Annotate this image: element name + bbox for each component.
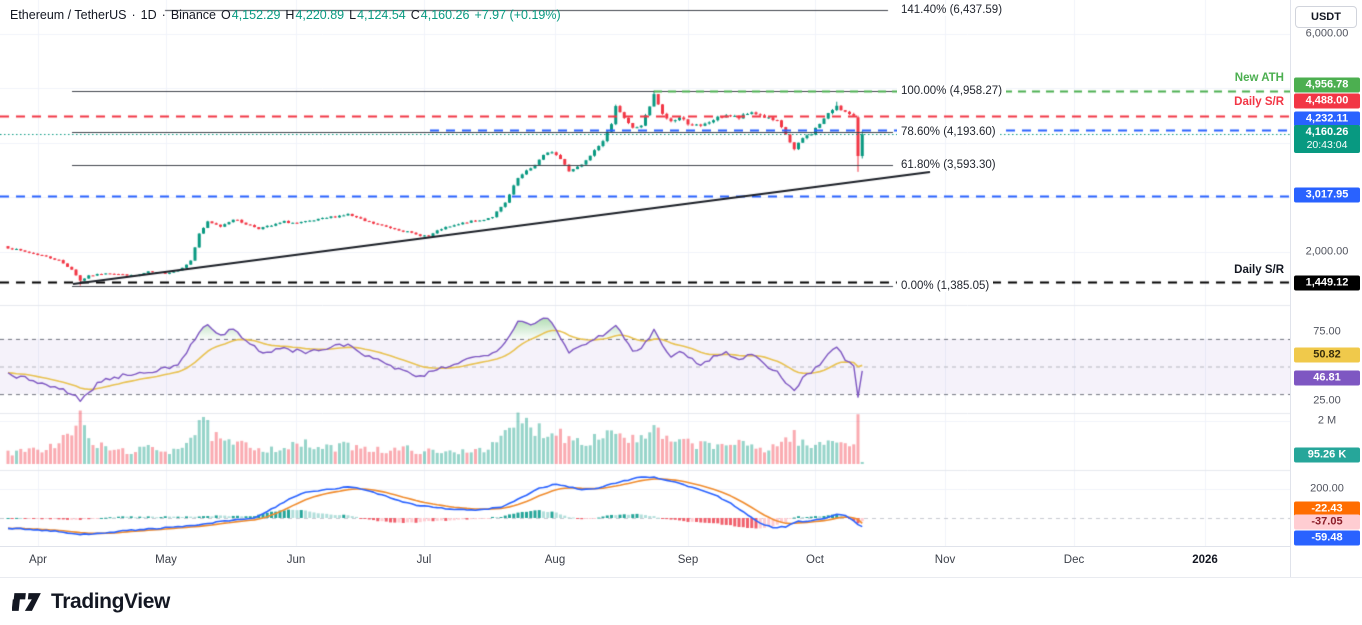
separator-dot: ·	[131, 8, 136, 22]
ohlc-high: H 4,220.89	[285, 8, 345, 22]
price-tag: 95.26 K	[1294, 447, 1360, 463]
ohlc-close: C 4,160.26	[410, 8, 470, 22]
price-tag: -59.48	[1294, 530, 1360, 546]
price-tag: 1,449.12	[1294, 275, 1360, 291]
fib-level-label[interactable]: 78.60% (4,193.60)	[897, 126, 1000, 139]
line-title-label[interactable]: New ATH	[1234, 72, 1284, 84]
price-tag: 4,488.00	[1294, 93, 1360, 109]
axis-scale-label: 25.00	[1313, 394, 1341, 407]
brand-wordmark: TradingView	[51, 589, 170, 613]
time-axis-label: Aug	[544, 554, 566, 566]
tradingview-logo-link[interactable]: TradingView	[12, 590, 170, 614]
time-axis-label: May	[155, 554, 177, 566]
interval-label[interactable]: 1D	[140, 8, 157, 22]
price-tag: 4,232.11	[1294, 111, 1360, 127]
price-tag: 46.81	[1294, 370, 1360, 386]
price-tag: 3,017.95	[1294, 187, 1360, 203]
countdown-timer: 20:43:04	[1306, 139, 1348, 151]
tradingview-logo-icon	[12, 592, 41, 611]
separator-dot: ·	[161, 8, 166, 22]
time-axis-label: Sep	[677, 554, 699, 566]
line-title-label[interactable]: Daily S/R	[1234, 264, 1284, 276]
fib-level-label[interactable]: 61.80% (3,593.30)	[897, 159, 1000, 172]
price-tag: 4,956.78	[1294, 77, 1360, 93]
fib-level-label[interactable]: 100.00% (4,958.27)	[897, 84, 1007, 97]
symbol-info-bar: Ethereum / TetherUS · 1D · Binance O 4,15…	[10, 8, 561, 22]
time-axis-label: Jun	[286, 554, 306, 566]
chart-canvas[interactable]	[0, 0, 1290, 546]
time-axis-label: Nov	[934, 554, 956, 566]
axis-scale-label: 2 M	[1317, 414, 1337, 427]
time-axis-label: Dec	[1063, 554, 1085, 566]
axis-scale-label: 75.00	[1313, 325, 1341, 338]
fib-level-label[interactable]: 141.40% (6,437.59)	[897, 4, 1007, 16]
axis-scale-label: 6,000.00	[1305, 27, 1349, 40]
axis-scale-label: 200.00	[1310, 482, 1344, 495]
ohlc-open: O 4,152.29	[221, 8, 281, 22]
line-title-label[interactable]: Daily S/R	[1234, 96, 1284, 108]
price-axis[interactable]: USDT 6,000.00 4,956.78 4,488.00 4,232.11 4,1…	[1290, 0, 1362, 577]
time-axis-label: Oct	[806, 554, 824, 566]
footer-bar: TradingView	[0, 577, 1362, 625]
symbol-title[interactable]: Ethereum / TetherUS	[10, 8, 127, 22]
time-axis[interactable]: Apr May Jun Jul Aug Sep Oct Nov Dec 2026	[0, 546, 1362, 578]
price-tag: -37.05	[1294, 514, 1360, 530]
time-axis-label: Jul	[416, 554, 432, 566]
axis-scale-label: 2,000.00	[1305, 245, 1349, 258]
change-label: +7.97 (+0.19%)	[474, 8, 561, 22]
price-tag: 4,160.26 20:43:04	[1294, 125, 1360, 153]
currency-toggle-button[interactable]: USDT	[1295, 6, 1357, 28]
exchange-label[interactable]: Binance	[170, 8, 217, 22]
price-tag: -22.43	[1294, 501, 1360, 517]
fib-level-label[interactable]: 0.00% (1,385.05)	[897, 279, 994, 292]
price-tag: 50.82	[1294, 347, 1360, 363]
time-axis-label: Apr	[29, 554, 47, 566]
time-axis-label: 2026	[1192, 554, 1218, 566]
ohlc-low: L 4,124.54	[349, 8, 406, 22]
